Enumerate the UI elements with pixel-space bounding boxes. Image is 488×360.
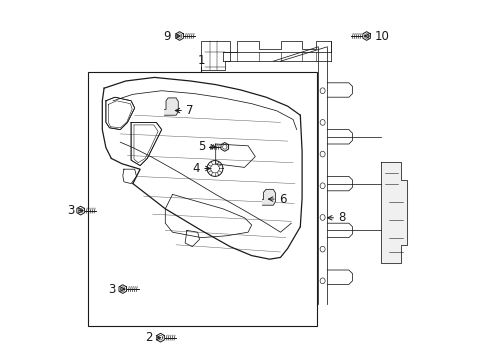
Polygon shape — [106, 97, 134, 130]
Text: 1: 1 — [197, 54, 204, 67]
Polygon shape — [131, 122, 162, 166]
Polygon shape — [164, 98, 178, 115]
Text: 7: 7 — [186, 104, 193, 117]
Text: 8: 8 — [338, 211, 345, 224]
Bar — [88, 72, 316, 326]
Text: 6: 6 — [279, 193, 286, 206]
Text: 4: 4 — [192, 162, 200, 175]
Text: 9: 9 — [163, 30, 170, 42]
Text: 3: 3 — [67, 204, 74, 217]
Polygon shape — [262, 189, 275, 205]
Text: 2: 2 — [144, 331, 152, 344]
Text: 10: 10 — [374, 30, 389, 42]
Text: 3: 3 — [108, 283, 115, 296]
Polygon shape — [381, 162, 406, 263]
Text: 5: 5 — [198, 140, 205, 153]
